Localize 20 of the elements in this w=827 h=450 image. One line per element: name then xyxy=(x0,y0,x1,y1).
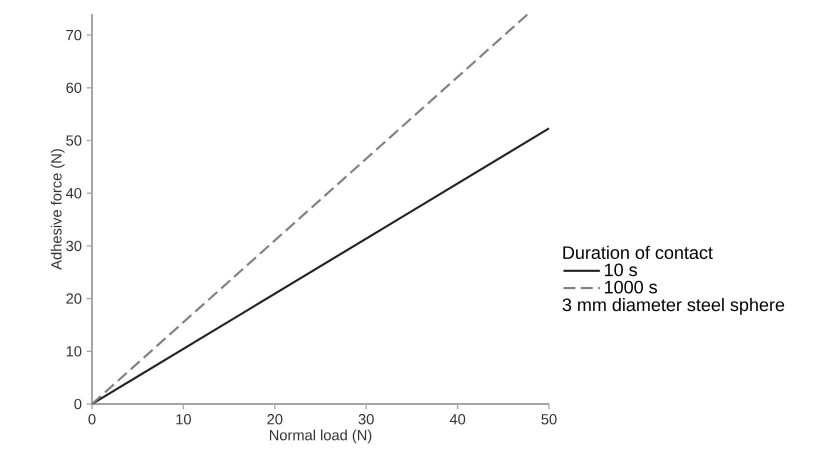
legend-title: Duration of contact xyxy=(563,246,713,260)
y-axis-title: Adhesive force (N) xyxy=(50,149,64,270)
x-tick-label: 40 xyxy=(450,414,466,424)
y-tick-label: 70 xyxy=(66,30,82,40)
legend-label: 10 s xyxy=(605,264,637,276)
y-tick-label: 30 xyxy=(66,240,82,252)
x-axis-title: Normal load (N) xyxy=(270,430,372,444)
y-tick-label: 50 xyxy=(66,135,82,146)
y-tick-label: 20 xyxy=(66,293,82,304)
x-tick-label: 50 xyxy=(541,414,557,424)
x-tick-label: 30 xyxy=(358,414,374,424)
x-tick-label: 0 xyxy=(88,414,96,424)
y-tick-label: 0 xyxy=(74,398,82,410)
legend-label: 1000 s xyxy=(605,280,657,294)
text: 3 mm diameter steel sphere xyxy=(562,298,784,315)
y-tick-label: 10 xyxy=(66,346,82,356)
x-tick-label: 10 xyxy=(176,414,191,424)
y-tick-label: 40 xyxy=(66,188,82,198)
x-tick-label: 20 xyxy=(267,414,282,424)
y-tick-label: 60 xyxy=(66,82,82,93)
